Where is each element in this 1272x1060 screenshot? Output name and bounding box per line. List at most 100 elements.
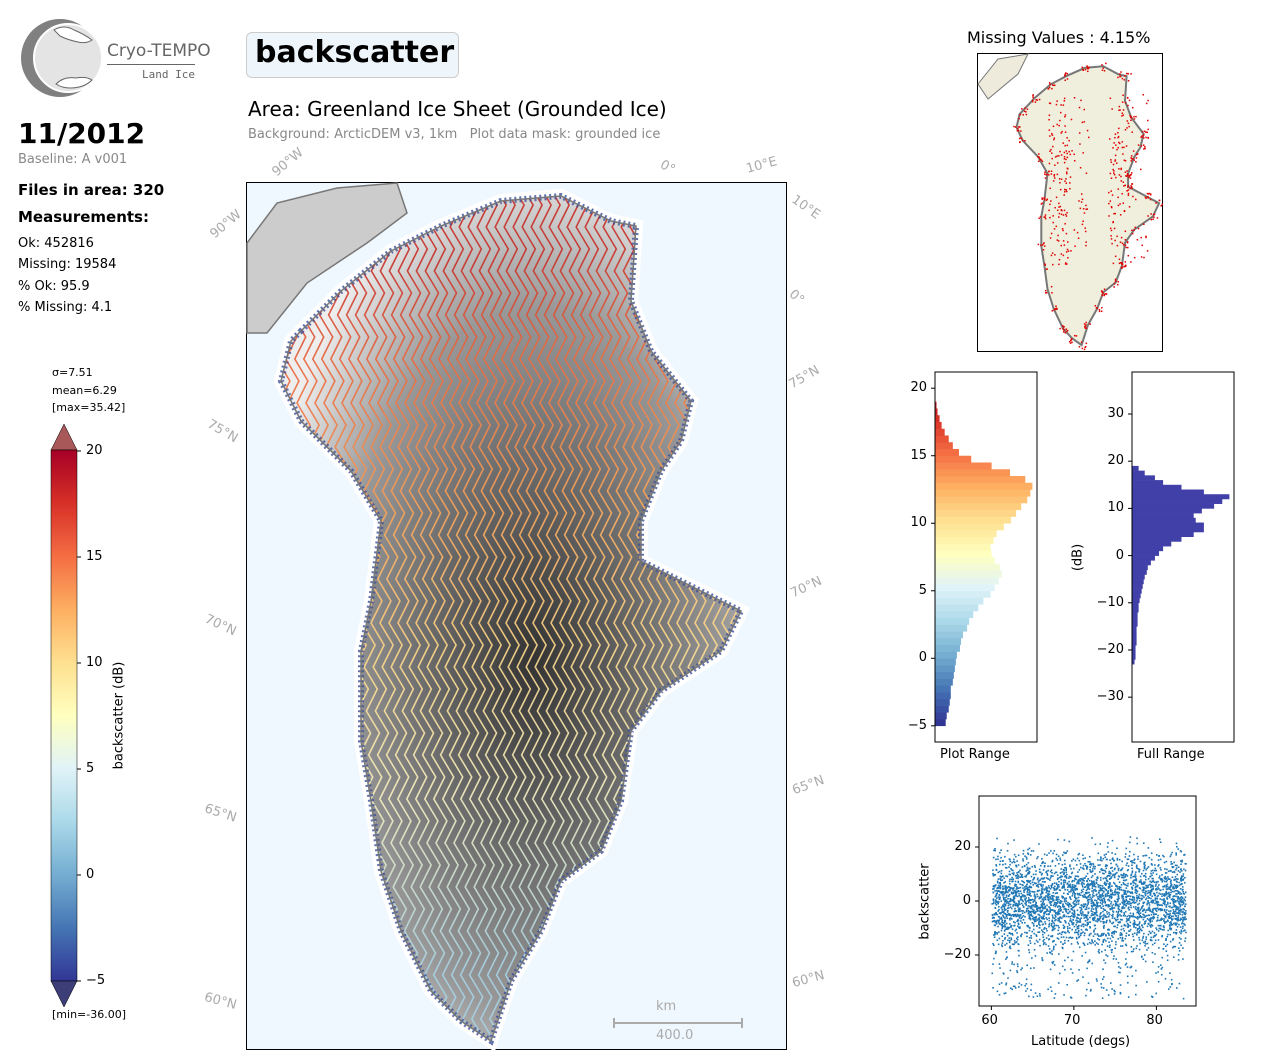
scatter-point — [1026, 891, 1029, 893]
scatter-point — [1089, 863, 1091, 866]
missing-point — [1112, 220, 1115, 223]
scatter-point — [1094, 933, 1096, 935]
scatter-point — [1122, 876, 1124, 879]
scatter-point — [1026, 866, 1029, 869]
scatter-point — [1073, 906, 1075, 908]
scatter-point — [1153, 869, 1156, 872]
scatter-point — [1112, 873, 1115, 876]
scatter-point — [1102, 941, 1105, 944]
scatter-point — [1170, 884, 1173, 886]
missing-point — [1109, 138, 1111, 140]
missing-point — [1145, 131, 1147, 133]
scatter-point — [1174, 876, 1177, 878]
scatter-point — [1026, 889, 1029, 891]
scatter-point — [1051, 920, 1053, 922]
scatter-point — [1099, 920, 1102, 923]
scatter-point — [1006, 934, 1009, 937]
scatter-point — [1114, 867, 1116, 870]
scatter-point — [992, 902, 994, 905]
scatter-point — [1099, 879, 1102, 881]
scatter-point — [1114, 891, 1116, 894]
scatter-point — [1077, 917, 1080, 920]
missing-point — [1133, 229, 1135, 231]
histogram-bar — [1132, 640, 1137, 646]
scatter-point — [1083, 932, 1086, 935]
scatter-point — [1132, 914, 1135, 916]
scatter-point — [993, 885, 995, 887]
scatter-point — [1010, 938, 1013, 941]
scatter-point — [1166, 954, 1169, 957]
scatter-point — [1020, 920, 1022, 922]
scatter-point — [1183, 893, 1186, 895]
scatter-point — [1071, 860, 1073, 862]
scatter-point — [998, 937, 1001, 940]
scatter-point — [1041, 862, 1043, 865]
missing-point — [1021, 108, 1023, 110]
scatter-point — [1180, 892, 1183, 895]
scatter-point — [1042, 943, 1045, 946]
scatter-point — [1104, 904, 1107, 907]
scatter-point — [1091, 884, 1094, 886]
scatter-point — [1115, 931, 1118, 933]
scatter-point — [1112, 903, 1115, 906]
histogram-bar — [935, 678, 953, 686]
cryo-tempo-logo — [21, 19, 103, 97]
scatter-point — [1075, 923, 1077, 926]
scatter-point — [1121, 906, 1123, 909]
histogram-bar — [1132, 555, 1155, 561]
missing-point — [1109, 97, 1112, 100]
scatter-point — [1037, 931, 1039, 934]
scatter-point — [1151, 874, 1153, 877]
scatter-point — [1111, 893, 1114, 896]
scatter-point — [1112, 859, 1115, 862]
scatter-point — [1010, 925, 1012, 927]
scatter-point — [1085, 914, 1088, 917]
scatter-point — [1051, 914, 1054, 917]
scatter-point — [1113, 955, 1115, 957]
scatter-point — [1164, 872, 1167, 874]
scatter-point — [1043, 912, 1045, 914]
missing-point — [1152, 218, 1154, 221]
scatter-point — [1052, 921, 1054, 923]
scatter-point — [1078, 894, 1081, 896]
scatter-point — [1047, 893, 1049, 895]
scatter-point — [1003, 907, 1006, 910]
scatter-point — [1099, 887, 1102, 890]
scatter-point — [1054, 912, 1057, 915]
scatter-point — [1102, 932, 1105, 935]
scatter-point — [1060, 909, 1063, 911]
missing-point — [1130, 172, 1133, 174]
scatter-point — [1003, 899, 1006, 901]
scatter-point — [1079, 863, 1082, 865]
scatter-point — [1076, 916, 1078, 919]
scatter-point — [1088, 898, 1091, 901]
scatter-point — [1045, 943, 1047, 946]
scatter-point — [1020, 897, 1022, 899]
scatter-point — [1050, 869, 1053, 871]
missing-point — [1117, 283, 1119, 286]
scatter-point — [1145, 909, 1147, 912]
scatter-point — [1002, 925, 1004, 927]
scatter-point — [1034, 903, 1037, 906]
scatter-point — [1101, 869, 1103, 872]
scatter-point — [1142, 883, 1145, 885]
scatter-point — [1071, 906, 1074, 909]
scatter-point — [1135, 892, 1138, 895]
scatter-point — [1117, 912, 1119, 914]
scatter-point — [1052, 897, 1054, 900]
scatter-point — [1047, 878, 1050, 880]
scatter-point — [1064, 881, 1067, 884]
scatter-point — [1054, 915, 1057, 918]
scatter-point — [1076, 920, 1079, 922]
scatter-point — [1164, 911, 1167, 913]
scatter-point — [1059, 876, 1062, 879]
scatter-point — [1017, 864, 1020, 866]
scatter-point — [1073, 886, 1076, 889]
scatter-point — [1083, 883, 1085, 885]
scatter-point — [1149, 880, 1151, 883]
scatter-point — [1000, 900, 1003, 902]
baseline: Baseline: A v001 — [18, 152, 128, 167]
scatter-point — [1008, 893, 1011, 896]
scatter-point — [1152, 877, 1154, 880]
